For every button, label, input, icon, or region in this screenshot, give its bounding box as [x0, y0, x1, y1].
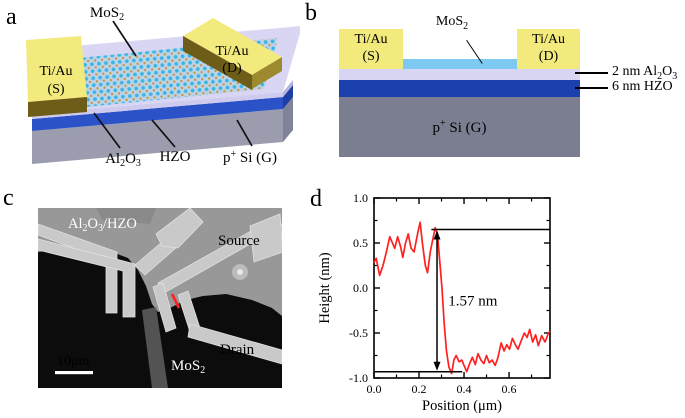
- source-contact-top: [26, 36, 87, 102]
- psi-gate-label: p+ Si (G): [223, 149, 277, 166]
- al2o3-layer-side: [283, 80, 293, 97]
- x-tick-label: 0.4: [457, 382, 472, 396]
- y-tick-label: -1.0: [349, 371, 368, 385]
- y-tick-label: 0.0: [353, 281, 368, 295]
- chart-frame: [373, 197, 551, 379]
- drain-contact-label-line1: Ti/Au: [216, 44, 249, 59]
- al2o3-pointer-line: [575, 72, 608, 74]
- source-contact-text: Ti/Au: [354, 32, 388, 48]
- x-tick-label: 0.6: [502, 382, 517, 396]
- y-tick-label: 1.0: [353, 191, 368, 205]
- flake-crack-streak: [142, 307, 168, 388]
- al2o3-label: Al2O3: [105, 151, 141, 169]
- y-axis-label: Height (nm): [317, 252, 333, 323]
- hzo-leader-line: [151, 119, 176, 148]
- mos2-flake-region: [38, 246, 282, 388]
- profile-curve: [373, 221, 551, 375]
- x-tick-label: 0.2: [412, 382, 427, 396]
- panel-a-device-3d: a MoS2 Ti/Au (S) Ti/Au (D) Al2O3 HZO p+ …: [6, 4, 300, 169]
- hzo-layer: [339, 80, 580, 97]
- silicon-gate-substrate: p+ Si (G): [339, 97, 580, 157]
- psi-leader-line: [236, 119, 253, 147]
- source-contact-terminal: (S): [362, 49, 380, 64]
- drain-contact-text: Ti/Au: [532, 32, 565, 48]
- substrate-front-face: [32, 109, 283, 164]
- source-label: Source: [218, 233, 260, 249]
- drain-contact-label-line2: (D): [222, 61, 242, 76]
- psi-gate-label: p+ Si (G): [432, 117, 487, 136]
- mos2-flake-label: MoS2: [171, 358, 205, 376]
- panel-d-label: d: [310, 186, 322, 212]
- drain-electrode-arm: [187, 323, 282, 365]
- hzo-layer-side: [283, 85, 293, 109]
- step-arrow-head-down: [433, 361, 441, 371]
- source-contact-front: [28, 97, 87, 117]
- left-inner-electrode: [38, 238, 136, 318]
- drain-contact-top: [183, 18, 282, 75]
- scalebar: [55, 371, 93, 375]
- source-contact-label-line1: Ti/Au: [40, 64, 73, 79]
- panel-a-label: a: [6, 4, 17, 30]
- al2o3-layer-front: [32, 92, 283, 119]
- height-profile-chart: 0.0 0.2 0.4 0.6 1.0 0.5 0.0 -0.5 -1.0 Position (μ…: [317, 191, 551, 414]
- afm-scan-marker: [170, 293, 181, 309]
- source-contact: Ti/Au (S): [339, 29, 403, 69]
- source-electrode-pad: [249, 213, 282, 263]
- source-finger: [152, 282, 177, 333]
- left-outer-electrode: [38, 223, 118, 314]
- mos2-label: MoS2: [90, 5, 124, 23]
- drain-contact: Ti/Au (D): [517, 29, 580, 69]
- drain-contact-side: [252, 57, 282, 89]
- hzo-pointer-line: [575, 87, 608, 89]
- x-tick-label: 0.0: [367, 382, 382, 396]
- arrow-electrode-head: [155, 208, 204, 249]
- hzo-label: HZO: [160, 149, 191, 165]
- drain-label: Drain: [220, 342, 255, 358]
- panel-b-label: b: [305, 0, 317, 26]
- hzo-layer-front: [32, 97, 283, 131]
- surface-shade-patch: [96, 208, 156, 224]
- film-stack-label: Al2O3/HZO: [68, 216, 137, 234]
- panel-c-micrograph: Al2O3/HZO Source Drain MoS2 10μm: [38, 208, 282, 388]
- al2o3-layer: [339, 69, 580, 80]
- y-tick-label: 0.5: [353, 236, 368, 250]
- panel-c-label: c: [3, 185, 14, 211]
- metal-electrodes: [38, 208, 282, 365]
- hzo-thickness-label: 6 nm HZO: [612, 79, 673, 94]
- step-height-label: 1.57 nm: [448, 294, 498, 310]
- mos2-label: MoS2: [435, 14, 469, 32]
- substrate-side-face: [283, 97, 293, 142]
- source-contact-label-line2: (S): [47, 82, 64, 97]
- scalebar-label: 10μm: [57, 354, 90, 369]
- panel-b-cross-section: b Ti/Au (S) Ti/Au (D) p+ Si (G) MoS2 2 n…: [300, 0, 685, 180]
- mos2-channel-layer: [403, 59, 517, 69]
- x-axis-label: Position (μm): [422, 398, 502, 414]
- mos2-leader-line: [112, 20, 137, 57]
- step-arrow-head-up: [433, 230, 441, 240]
- al2o3-leader-line: [93, 112, 121, 149]
- al2o3-thickness-label: 2 nm Al2O3: [612, 64, 678, 82]
- bright-spot-core: [237, 269, 243, 275]
- drain-contact-terminal: (D): [538, 49, 559, 64]
- drain-contact-front: [183, 36, 252, 90]
- y-tick-label: -0.5: [349, 326, 368, 340]
